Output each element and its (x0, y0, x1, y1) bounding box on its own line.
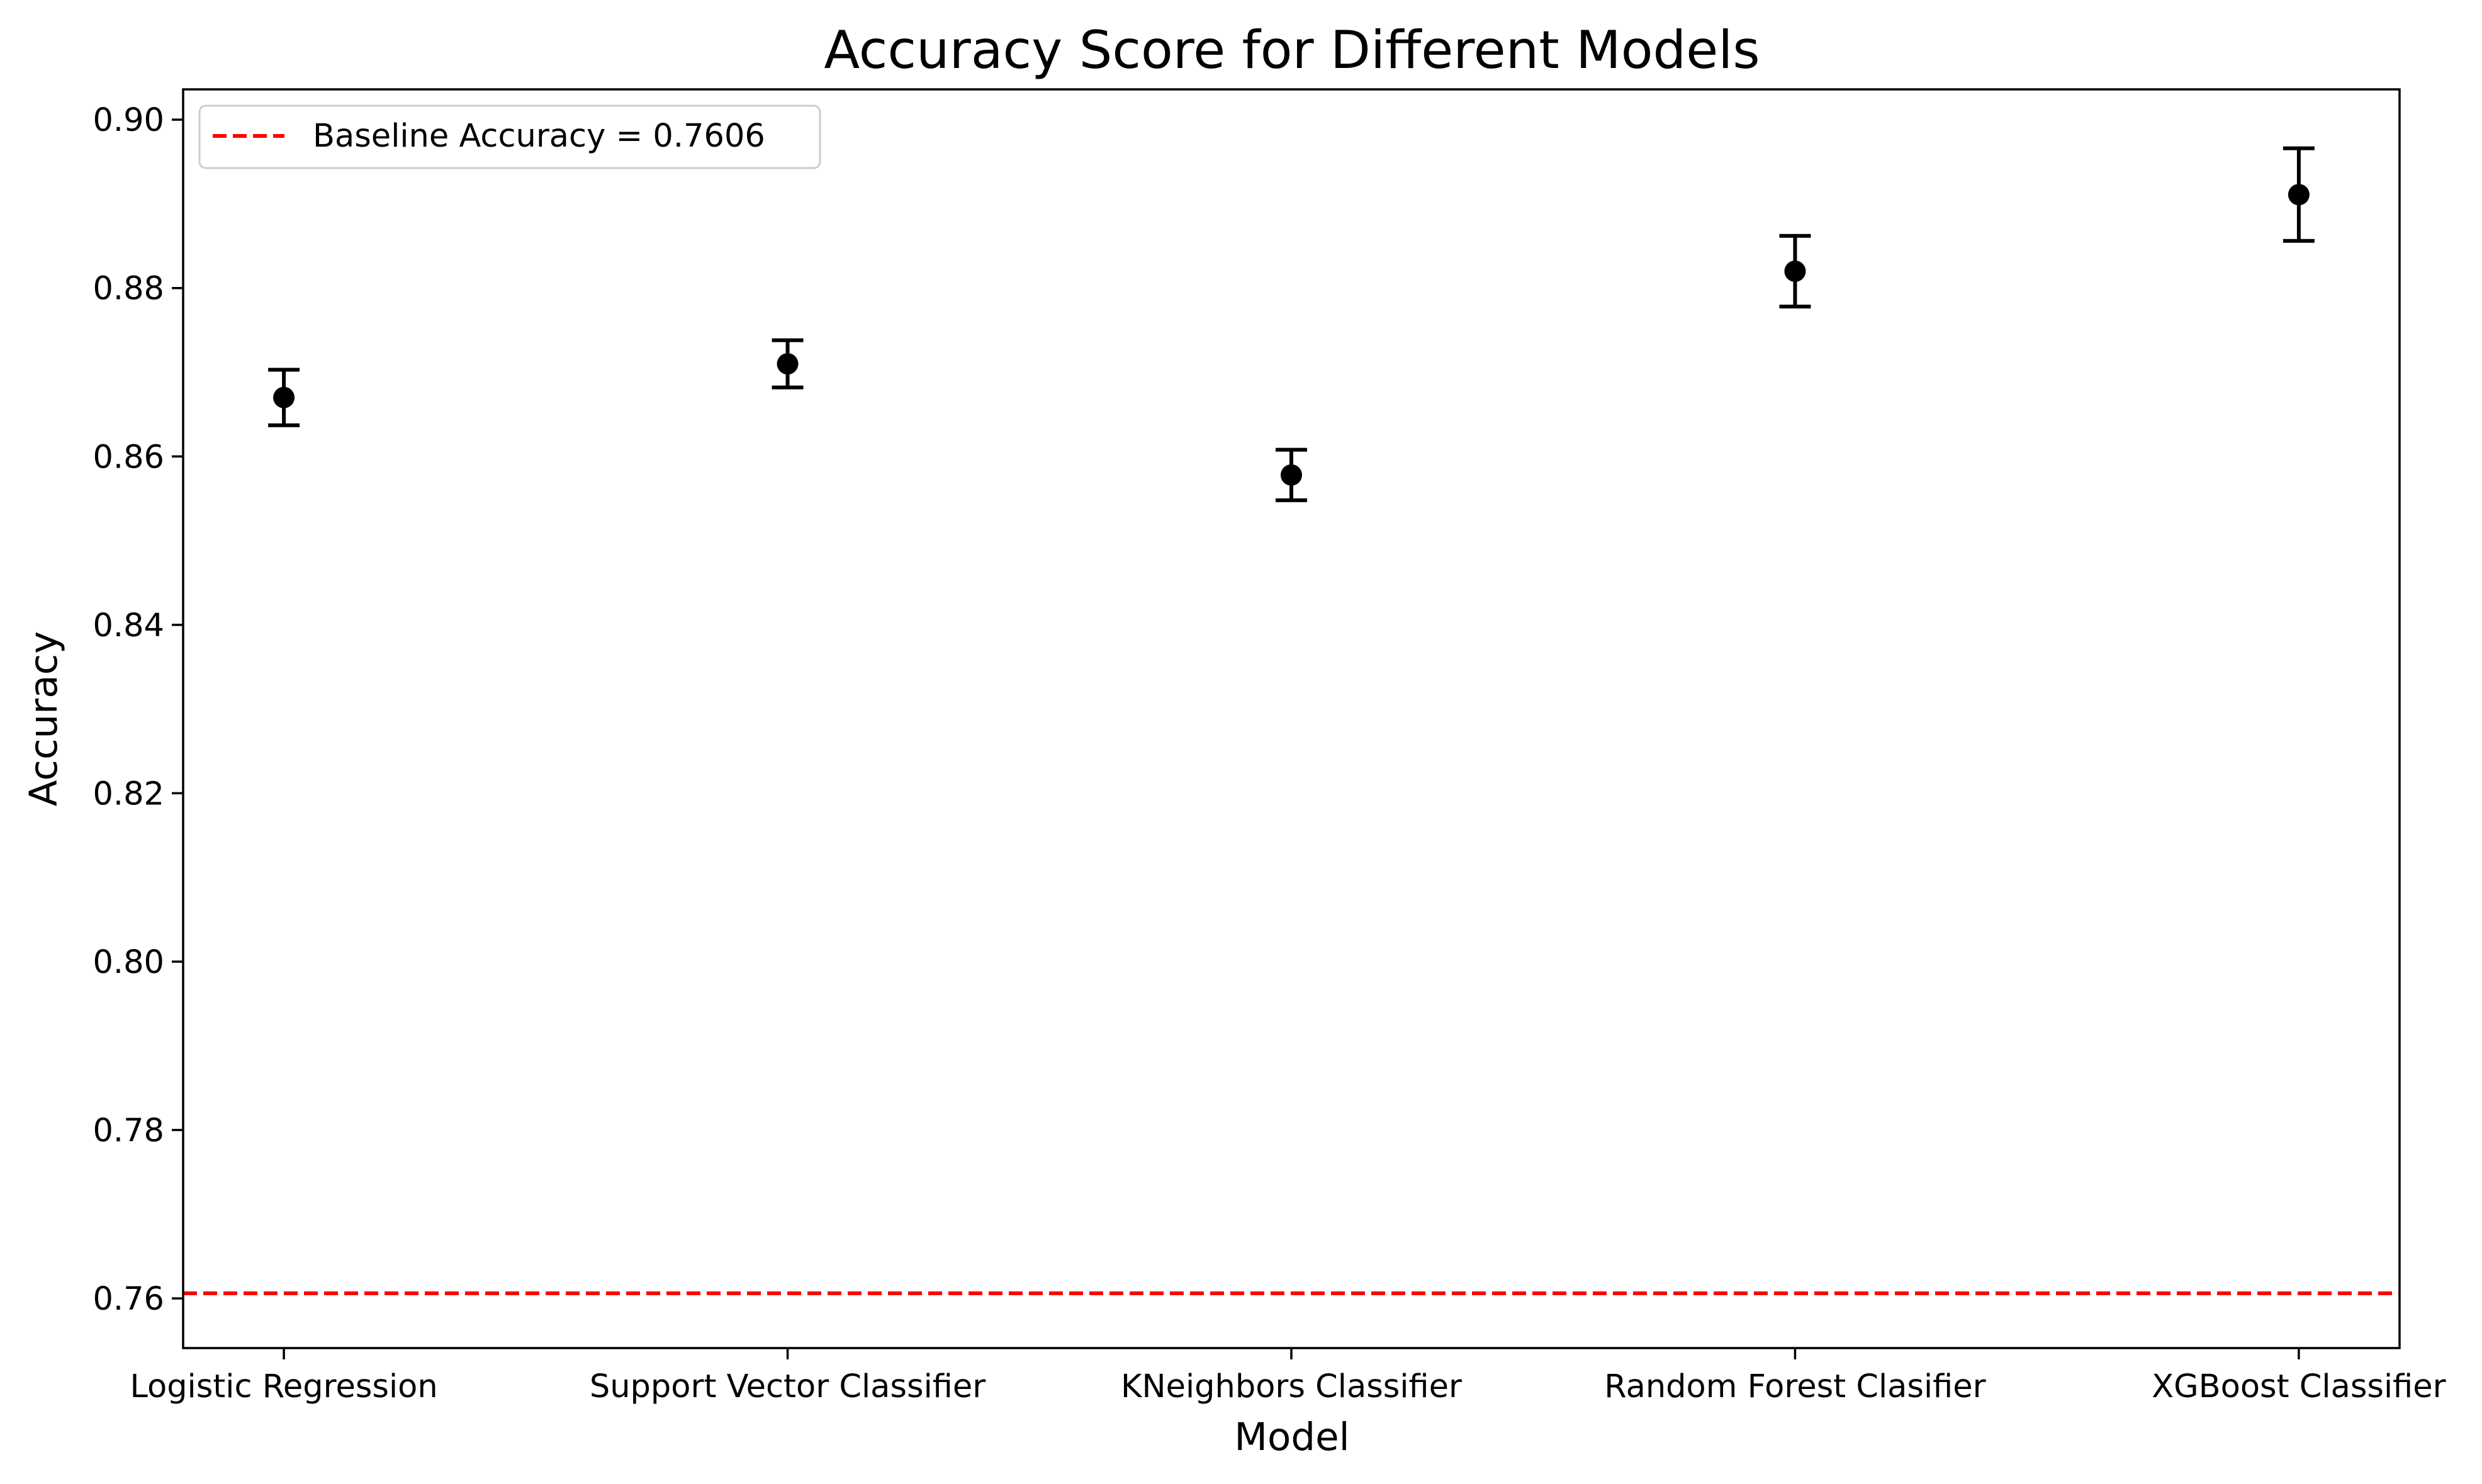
legend: Baseline Accuracy = 0.7606 (198, 104, 821, 169)
y-axis-label: Accuracy (21, 631, 66, 807)
y-axis: 0.76 0.78 0.80 0.82 0.84 0.86 0.88 0.90 (93, 102, 183, 1318)
x-tick-label: Support Vector Classifier (590, 1368, 986, 1405)
x-axis-label: Model (1234, 1415, 1349, 1459)
chart-title: Accuracy Score for Different Models (824, 20, 1760, 81)
y-tick-label: 0.82 (93, 775, 164, 812)
y-tick-label: 0.88 (93, 271, 164, 308)
legend-box (198, 104, 821, 169)
data-point-group (1779, 233, 1811, 309)
data-point-group (268, 368, 300, 427)
data-point-group (772, 338, 804, 390)
data-point-group (2283, 146, 2315, 243)
x-tick-label: Random Forest Clasifier (1604, 1368, 1985, 1405)
data-point (777, 353, 799, 375)
y-tick-label: 0.90 (93, 102, 164, 139)
data-point (273, 386, 295, 408)
y-tick-label: 0.84 (93, 607, 164, 644)
legend-baseline-label: Baseline Accuracy = 0.7606 (313, 118, 765, 155)
data-point-group (1276, 447, 1307, 502)
x-tick-label: Logistic Regression (130, 1368, 437, 1405)
data-point (1784, 260, 1806, 282)
x-axis: Logistic Regression Support Vector Classi… (130, 1348, 2446, 1405)
y-tick-label: 0.80 (93, 944, 164, 981)
y-tick-label: 0.76 (93, 1281, 164, 1318)
x-tick-label: XGBoost Classifier (2152, 1368, 2446, 1405)
x-tick-label: KNeighbors Classifier (1121, 1368, 1462, 1405)
plot-area (183, 146, 2400, 1296)
y-tick-label: 0.78 (93, 1113, 164, 1150)
data-point (2288, 184, 2310, 206)
data-point (1281, 464, 1302, 486)
y-tick-label: 0.86 (93, 439, 164, 476)
